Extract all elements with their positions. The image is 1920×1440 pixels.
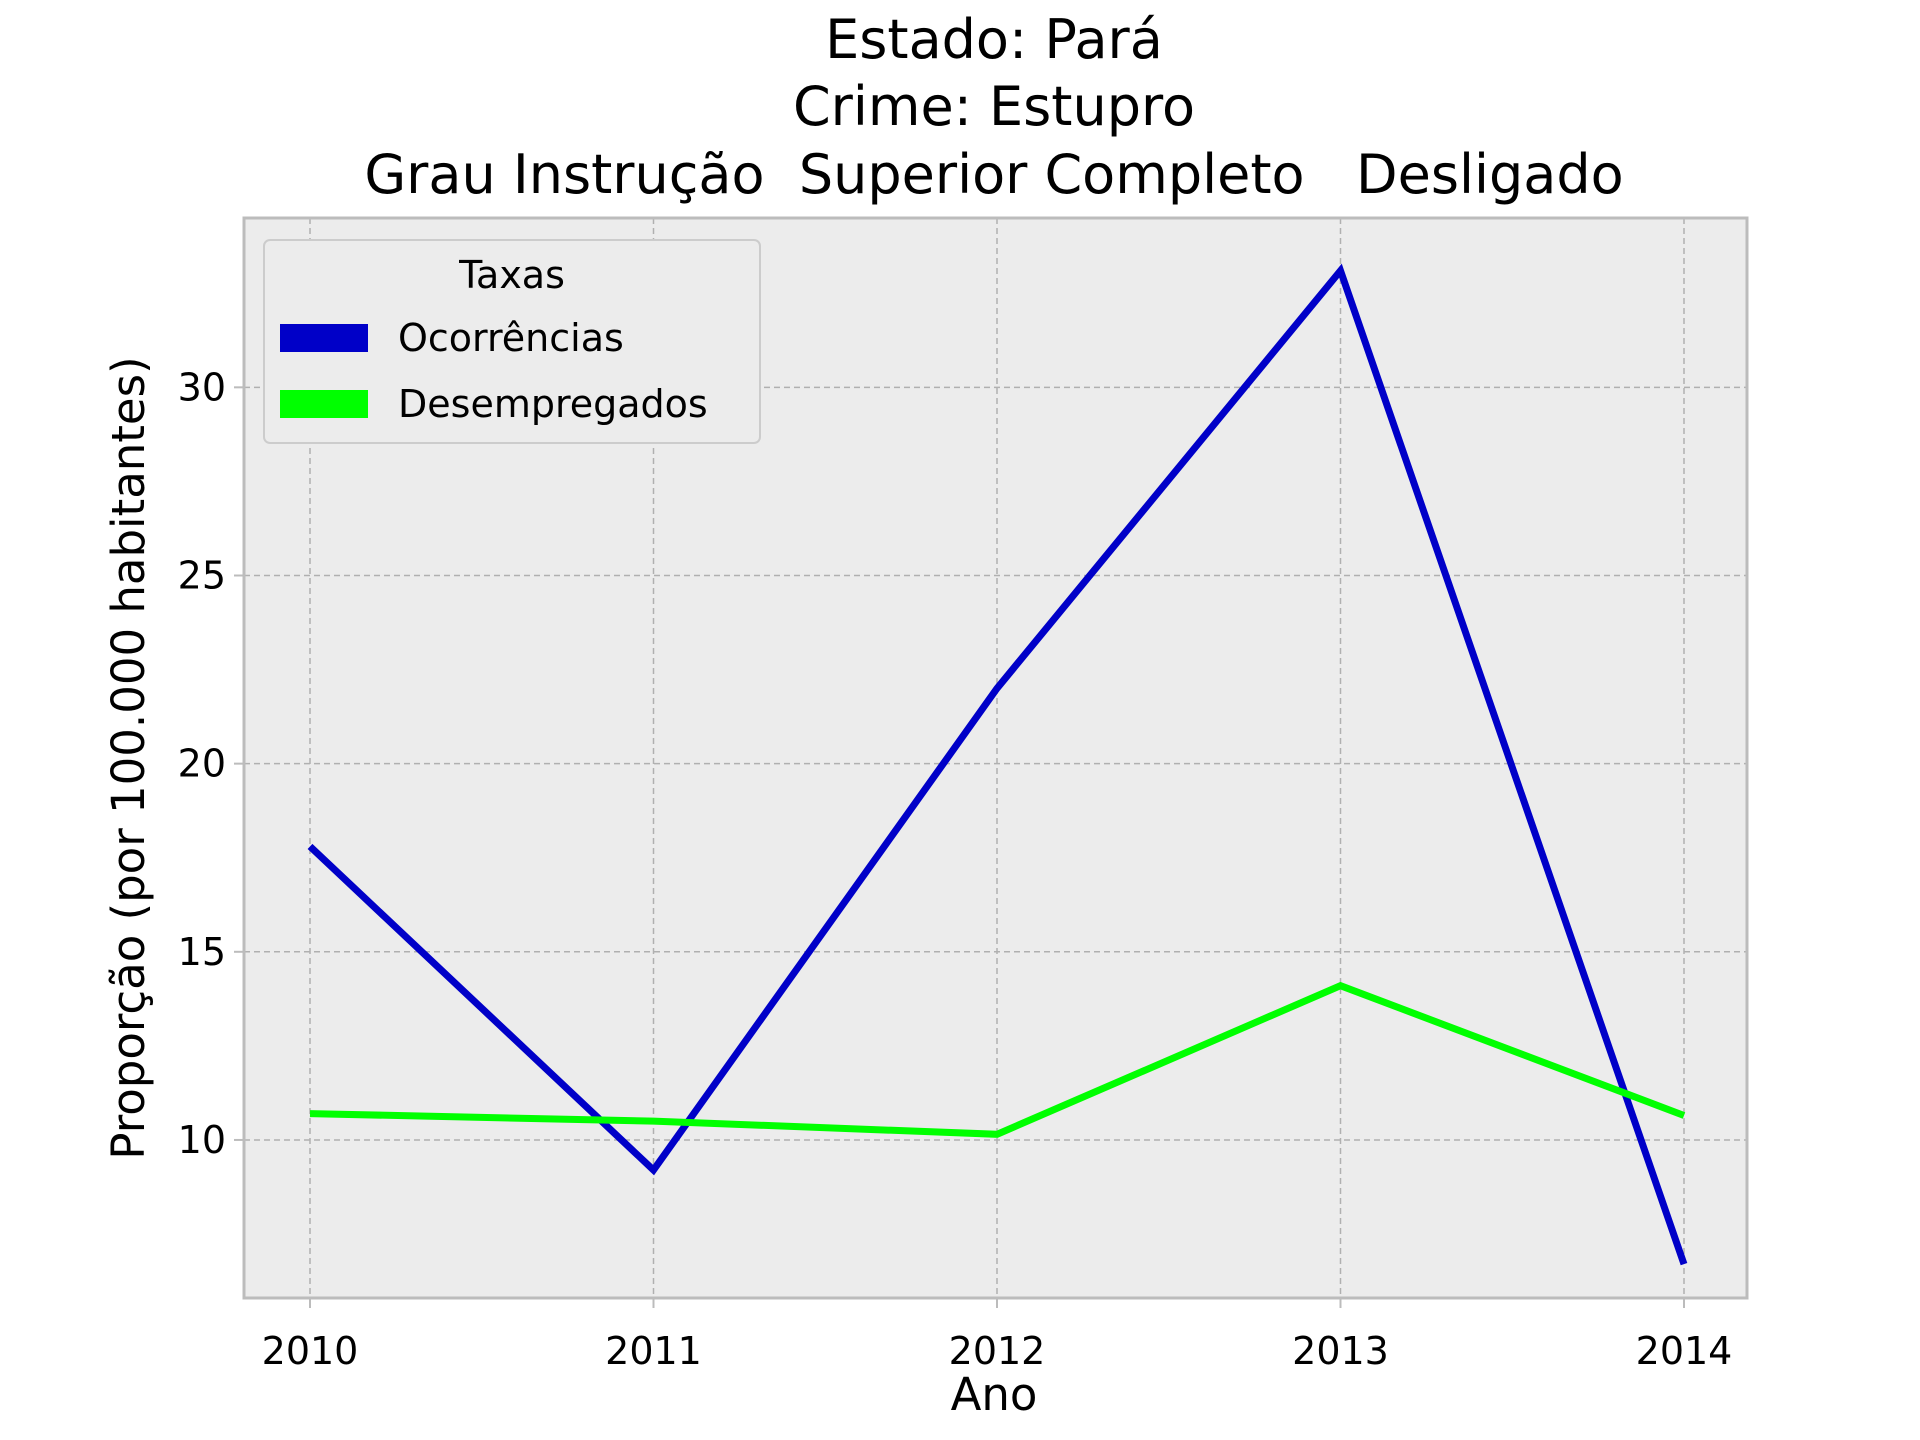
y-axis-label: Proporção (por 100.000 habitantes) xyxy=(102,356,155,1159)
x-tick-label: 2012 xyxy=(949,1329,1046,1373)
series-layer xyxy=(307,263,1688,1266)
chart-title-line-1: Estado: Pará xyxy=(825,8,1163,71)
y-axis-ticks: 10 15 20 25 30 xyxy=(178,365,244,1162)
legend-swatch xyxy=(280,390,368,418)
plot-frame xyxy=(242,216,1749,1300)
chart-title-line-2: Crime: Estupro xyxy=(793,75,1195,138)
legend: Taxas Ocorrências Desempregados xyxy=(263,239,761,444)
series-line-1 xyxy=(309,981,1686,1138)
legend-label: Ocorrências xyxy=(398,316,624,360)
x-tick-label: 2013 xyxy=(1292,1329,1389,1373)
x-tick-label: 2010 xyxy=(262,1329,359,1373)
y-tick-label: 30 xyxy=(178,365,226,409)
legend-swatch xyxy=(280,324,368,352)
series-line-0 xyxy=(307,263,1688,1266)
grid xyxy=(244,218,1747,1298)
y-tick-label: 15 xyxy=(178,930,226,974)
x-tick-label: 2014 xyxy=(1636,1329,1733,1373)
x-axis-label: Ano xyxy=(951,1368,1038,1421)
legend-entries: Ocorrências Desempregados xyxy=(280,316,708,426)
x-axis-ticks: 2010 2011 2012 2013 2014 xyxy=(262,1298,1733,1373)
y-tick-label: 10 xyxy=(178,1118,226,1162)
legend-title: Taxas xyxy=(458,253,565,297)
y-tick-label: 20 xyxy=(178,742,226,786)
chart-title-line-3: Grau Instrução Superior Completo Desliga… xyxy=(364,143,1623,206)
legend-label: Desempregados xyxy=(398,382,708,426)
legend-box xyxy=(263,239,761,444)
y-tick-label: 25 xyxy=(178,553,226,597)
x-tick-label: 2011 xyxy=(605,1329,702,1373)
